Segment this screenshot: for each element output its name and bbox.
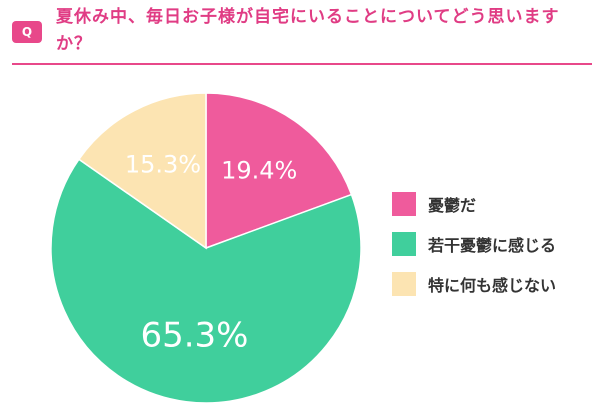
legend-label: 若干憂鬱に感じる bbox=[428, 236, 557, 255]
legend-item-3: 特に何も感じない bbox=[392, 272, 600, 296]
slice-label-2: 65.3% bbox=[140, 316, 248, 356]
question-title: 夏休み中、毎日お子様が自宅にいることについてどう思いますか？ bbox=[56, 7, 560, 54]
header-divider bbox=[12, 63, 592, 65]
legend-item-1: 憂鬱だ bbox=[392, 192, 600, 216]
legend-label: 憂鬱だ bbox=[428, 196, 477, 215]
legend-swatch bbox=[392, 232, 416, 256]
chart-legend: 憂鬱だ若干憂鬱に感じる 特に何も感じない bbox=[392, 192, 600, 312]
legend-swatch bbox=[392, 272, 416, 296]
question-header: Q 夏休み中、毎日お子様が自宅にいることについてどう思いますか？ bbox=[0, 0, 600, 70]
slice-label-1: 19.4% bbox=[221, 157, 297, 185]
pie-slice-3 bbox=[77, 92, 207, 250]
question-badge: Q bbox=[12, 21, 42, 43]
slice-label-3: 15.3% bbox=[125, 151, 201, 179]
legend-item-2: 若干憂鬱に感じる bbox=[392, 232, 600, 256]
pie-slice-1 bbox=[205, 92, 353, 250]
legend-label: 特に何も感じない bbox=[428, 276, 557, 295]
legend-swatch bbox=[392, 192, 416, 216]
pie-slice-2 bbox=[50, 158, 362, 404]
